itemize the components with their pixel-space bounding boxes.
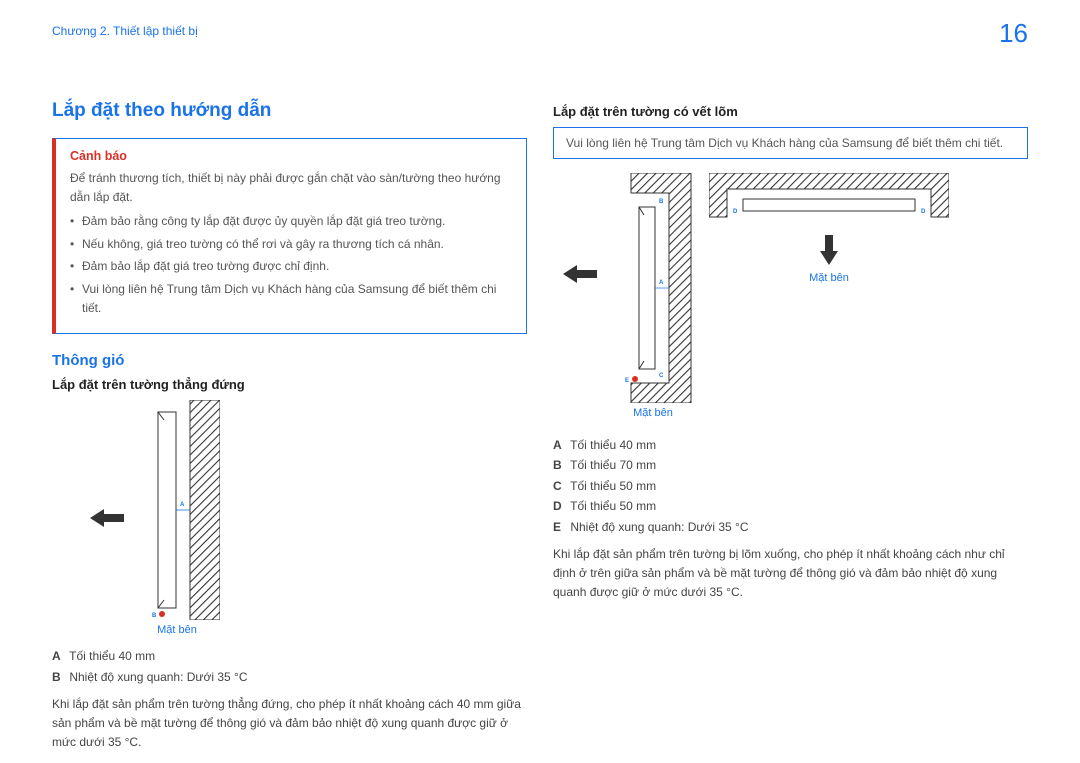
spec-list-left: A Tối thiểu 40 mm B Nhiệt độ xung quanh:… bbox=[52, 646, 527, 687]
warning-label: Cảnh báo bbox=[70, 149, 512, 163]
svg-text:A: A bbox=[180, 502, 185, 508]
page-header: Chương 2. Thiết lập thiết bị 16 bbox=[52, 24, 1028, 49]
spec-item: B Nhiệt độ xung quanh: Dưới 35 °C bbox=[52, 667, 527, 687]
page-content: Lắp đặt theo hướng dẫn Cảnh báo Để tránh… bbox=[52, 100, 1028, 753]
warning-item: Vui lòng liên hệ Trung tâm Dịch vụ Khách… bbox=[70, 280, 512, 317]
subheading-recessed-wall: Lắp đặt trên tường có vết lõm bbox=[553, 104, 1028, 119]
warning-box: Cảnh báo Để tránh thương tích, thiết bị … bbox=[52, 138, 527, 334]
spec-item: C Tối thiểu 50 mm bbox=[553, 476, 1028, 496]
warning-list: Đảm bảo rằng công ty lắp đặt được ủy quy… bbox=[70, 212, 512, 317]
svg-text:A: A bbox=[659, 280, 664, 286]
svg-text:E: E bbox=[625, 378, 629, 384]
left-column: Lắp đặt theo hướng dẫn Cảnh báo Để tránh… bbox=[52, 100, 527, 753]
diagram-recessed: B A C E Mặt bên D D bbox=[563, 173, 1028, 419]
subheading-vertical-wall: Lắp đặt trên tường thẳng đứng bbox=[52, 377, 527, 392]
ventilation-heading: Thông gió bbox=[52, 352, 527, 369]
spec-item: B Tối thiểu 70 mm bbox=[553, 455, 1028, 475]
page-number: 16 bbox=[999, 18, 1028, 49]
paragraph-left: Khi lắp đặt sản phẩm trên tường thẳng đứ… bbox=[52, 695, 527, 753]
spec-item: D Tối thiểu 50 mm bbox=[553, 496, 1028, 516]
svg-text:D: D bbox=[733, 209, 738, 215]
diagram-caption: Mặt bên bbox=[809, 272, 849, 284]
warning-body: Để tránh thương tích, thiết bị này phải … bbox=[70, 169, 512, 317]
warning-item: Đảm bảo rằng công ty lắp đặt được ủy quy… bbox=[70, 212, 512, 231]
diagram-side-view: B A C E Mặt bên bbox=[613, 173, 693, 419]
warning-item: Đảm bảo lắp đặt giá treo tường được chỉ … bbox=[70, 257, 512, 276]
spec-item: E Nhiệt độ xung quanh: Dưới 35 °C bbox=[553, 517, 1028, 537]
diagram-caption: Mặt bên bbox=[633, 407, 673, 419]
paragraph-right: Khi lắp đặt sản phẩm trên tường bị lõm x… bbox=[553, 545, 1028, 603]
arrow-left-icon bbox=[90, 507, 124, 529]
right-column: Lắp đặt trên tường có vết lõm Vui lòng l… bbox=[553, 100, 1028, 753]
spec-item: A Tối thiểu 40 mm bbox=[553, 435, 1028, 455]
diagram-top-view: D D Mặt bên bbox=[709, 173, 949, 284]
info-box: Vui lòng liên hệ Trung tâm Dịch vụ Khách… bbox=[553, 127, 1028, 159]
spec-list-right: A Tối thiểu 40 mm B Tối thiểu 70 mm C Tố… bbox=[553, 435, 1028, 537]
section-title: Lắp đặt theo hướng dẫn bbox=[52, 100, 527, 122]
diagram-caption: Mặt bên bbox=[157, 624, 197, 636]
arrow-left-icon bbox=[563, 263, 597, 285]
arrow-down-icon bbox=[818, 235, 840, 270]
diagram-vertical-wall: A B Mặt bên bbox=[90, 400, 527, 636]
spec-item: A Tối thiểu 40 mm bbox=[52, 646, 527, 666]
warning-intro: Để tránh thương tích, thiết bị này phải … bbox=[70, 169, 512, 206]
svg-text:B: B bbox=[659, 199, 664, 205]
warning-item: Nếu không, giá treo tường có thể rơi và … bbox=[70, 235, 512, 254]
diagram-side-view: A B Mặt bên bbox=[134, 400, 220, 636]
chapter-title: Chương 2. Thiết lập thiết bị bbox=[52, 24, 198, 38]
svg-text:C: C bbox=[659, 373, 664, 379]
svg-text:B: B bbox=[152, 613, 157, 619]
svg-text:D: D bbox=[921, 209, 926, 215]
